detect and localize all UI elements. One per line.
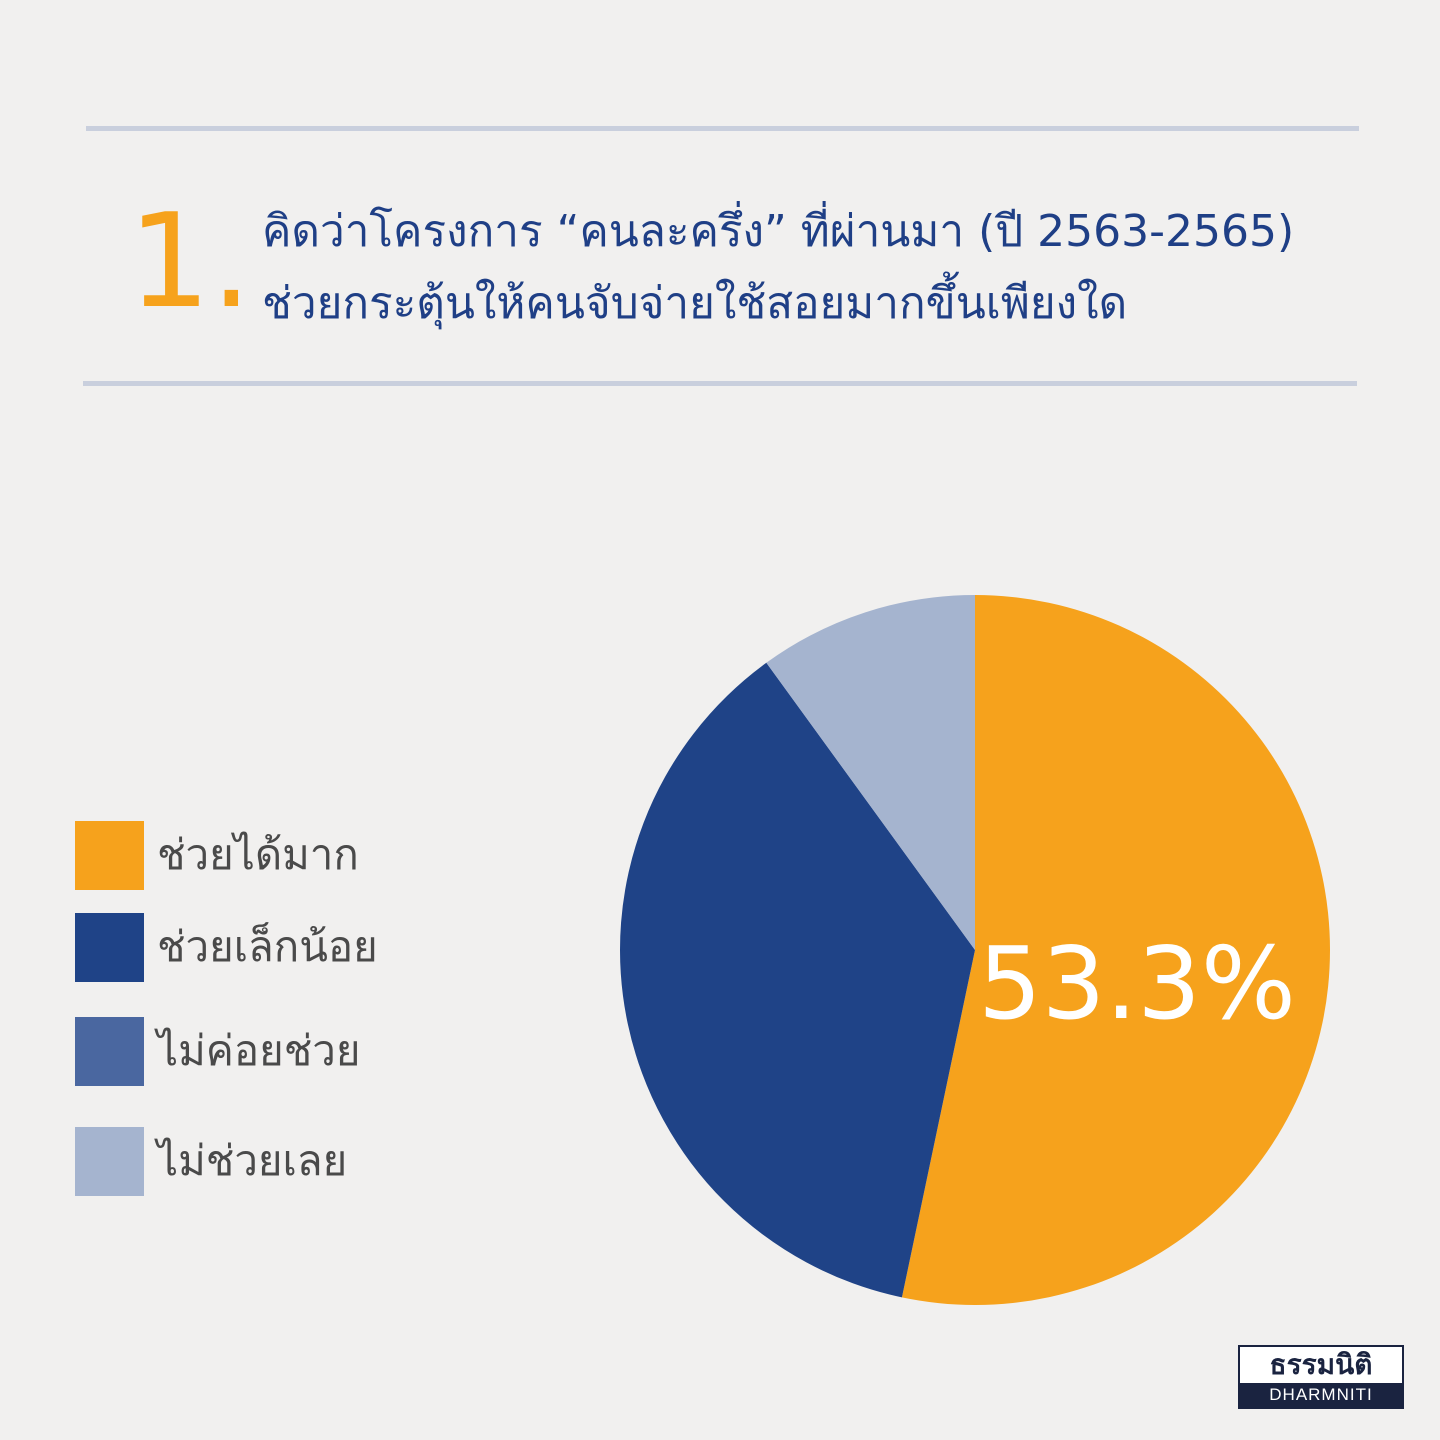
question-text-line2: ช่วยกระตุ้นให้คนจับจ่ายใช้สอยมากขึ้นเพีย… bbox=[262, 278, 1128, 329]
pie-data-label: 53.3% bbox=[978, 925, 1296, 1042]
legend-label: ไม่ช่วยเลย bbox=[157, 1136, 348, 1185]
legend-label: ไม่ค่อยช่วย bbox=[157, 1026, 361, 1075]
top-divider bbox=[86, 126, 1359, 131]
legend-swatch bbox=[75, 1127, 144, 1196]
dharmniti-logo: ธรรมนิติ DHARMNITI bbox=[1238, 1345, 1404, 1409]
legend-label: ช่วยเล็กน้อย bbox=[157, 922, 378, 971]
legend-swatch bbox=[75, 821, 144, 890]
logo-english-text: DHARMNITI bbox=[1240, 1383, 1402, 1407]
logo-thai-text: ธรรมนิติ bbox=[1269, 1348, 1373, 1381]
bottom-divider bbox=[83, 381, 1357, 386]
pie-slice-help-a-little bbox=[619, 662, 975, 1298]
legend-label: ช่วยได้มาก bbox=[157, 830, 359, 879]
question-number: 1. bbox=[128, 185, 253, 337]
legend-swatch bbox=[75, 1017, 144, 1086]
legend-swatch bbox=[75, 913, 144, 982]
legend-item-no-help: ไม่ช่วยเลย bbox=[75, 1127, 495, 1197]
legend-item-not-much-help: ไม่ค่อยช่วย bbox=[75, 1017, 495, 1087]
pie-slice-help-a-lot bbox=[901, 595, 1331, 1305]
pie-slice-no-help bbox=[766, 595, 975, 950]
question-text-line1: คิดว่าโครงการ “คนละครึ่ง” ที่ผ่านมา (ปี … bbox=[262, 206, 1295, 257]
legend-item-help-a-lot: ช่วยได้มาก bbox=[75, 821, 495, 891]
legend-item-help-a-little: ช่วยเล็กน้อย bbox=[75, 913, 495, 983]
